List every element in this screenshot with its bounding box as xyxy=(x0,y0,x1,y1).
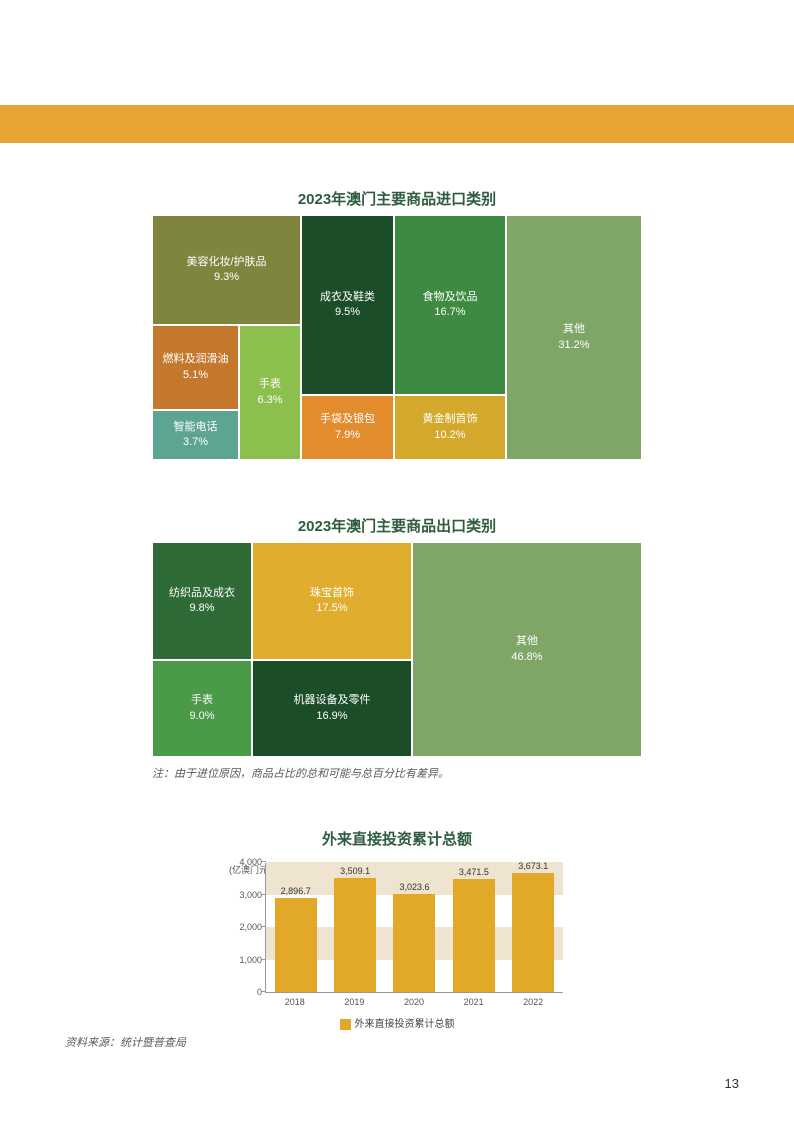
page-number: 13 xyxy=(725,1076,739,1091)
bar: 3,509.1 xyxy=(334,878,376,992)
header-accent-bar xyxy=(0,105,794,143)
imports-treemap: 美容化妆/护肤品9.3%成衣及鞋类9.5%食物及饮品16.7%其他31.2% 燃料… xyxy=(152,215,642,460)
plot-area: 2,896.73,509.13,023.63,471.53,673.1 01,0… xyxy=(265,863,563,993)
bar: 3,673.1 xyxy=(512,873,554,992)
x-axis-labels: 2018 2019 2020 2021 2022 xyxy=(265,997,563,1007)
treemap-cell: 食物及饮品16.7% xyxy=(394,215,506,395)
treemap-cell: 纺织品及成衣9.8% xyxy=(152,542,252,660)
treemap-cell: 机器设备及零件16.9% xyxy=(252,660,412,757)
treemap-cell: 手表9.0% xyxy=(152,660,252,757)
treemap-cell: 智能电话3.7% xyxy=(152,410,239,460)
x-tick-label: 2018 xyxy=(274,997,316,1007)
treemap-cell: 其他31.2% xyxy=(506,215,642,460)
fdi-section: 外来直接投资累计总额 (亿澳门元) 2,896.73,509.13,023.63… xyxy=(0,828,794,1050)
bar: 3,471.5 xyxy=(453,879,495,992)
treemap-cell: 黄金制首饰10.2% xyxy=(394,395,506,460)
exports-section: 2023年澳门主要商品出口类别 纺织品及成衣9.8%珠宝首饰17.5%其他46.… xyxy=(0,515,794,781)
fdi-title: 外来直接投资累计总额 xyxy=(0,828,794,849)
fdi-bar-chart: (亿澳门元) 2,896.73,509.13,023.63,471.53,673… xyxy=(227,863,567,1030)
bar: 2,896.7 xyxy=(275,898,317,992)
treemap-cell: 手袋及银包7.9% xyxy=(301,395,394,460)
imports-section: 2023年澳门主要商品进口类别 美容化妆/护肤品9.3%成衣及鞋类9.5%食物及… xyxy=(0,188,794,460)
data-source: 资料来源：统计暨普查局 xyxy=(65,1034,794,1050)
treemap-cell: 珠宝首饰17.5% xyxy=(252,542,412,660)
exports-treemap: 纺织品及成衣9.8%珠宝首饰17.5%其他46.8% 手表9.0%机器设备及零件1… xyxy=(152,542,642,757)
bar: 3,023.6 xyxy=(393,894,435,992)
fdi-legend: 外来直接投资累计总额 xyxy=(227,1015,567,1030)
legend-swatch xyxy=(340,1019,351,1030)
bars-container: 2,896.7 3,509.1 3,023.6 3,471.5 3,673.1 xyxy=(266,863,563,992)
exports-title: 2023年澳门主要商品出口类别 xyxy=(0,515,794,536)
treemap-cell: 其他46.8% xyxy=(412,542,642,757)
x-tick-label: 2021 xyxy=(453,997,495,1007)
exports-note: 注：由于进位原因，商品占比的总和可能与总百分比有差异。 xyxy=(152,765,794,781)
treemap-cell: 手表6.3% xyxy=(239,325,301,460)
x-tick-label: 2019 xyxy=(333,997,375,1007)
x-tick-label: 2022 xyxy=(512,997,554,1007)
treemap-cell: 燃料及润滑油5.1% xyxy=(152,325,239,410)
imports-title: 2023年澳门主要商品进口类别 xyxy=(0,188,794,209)
treemap-cell: 美容化妆/护肤品9.3% xyxy=(152,215,301,325)
legend-label: 外来直接投资累计总额 xyxy=(355,1019,455,1030)
x-tick-label: 2020 xyxy=(393,997,435,1007)
treemap-cell: 成衣及鞋类9.5% xyxy=(301,215,394,395)
